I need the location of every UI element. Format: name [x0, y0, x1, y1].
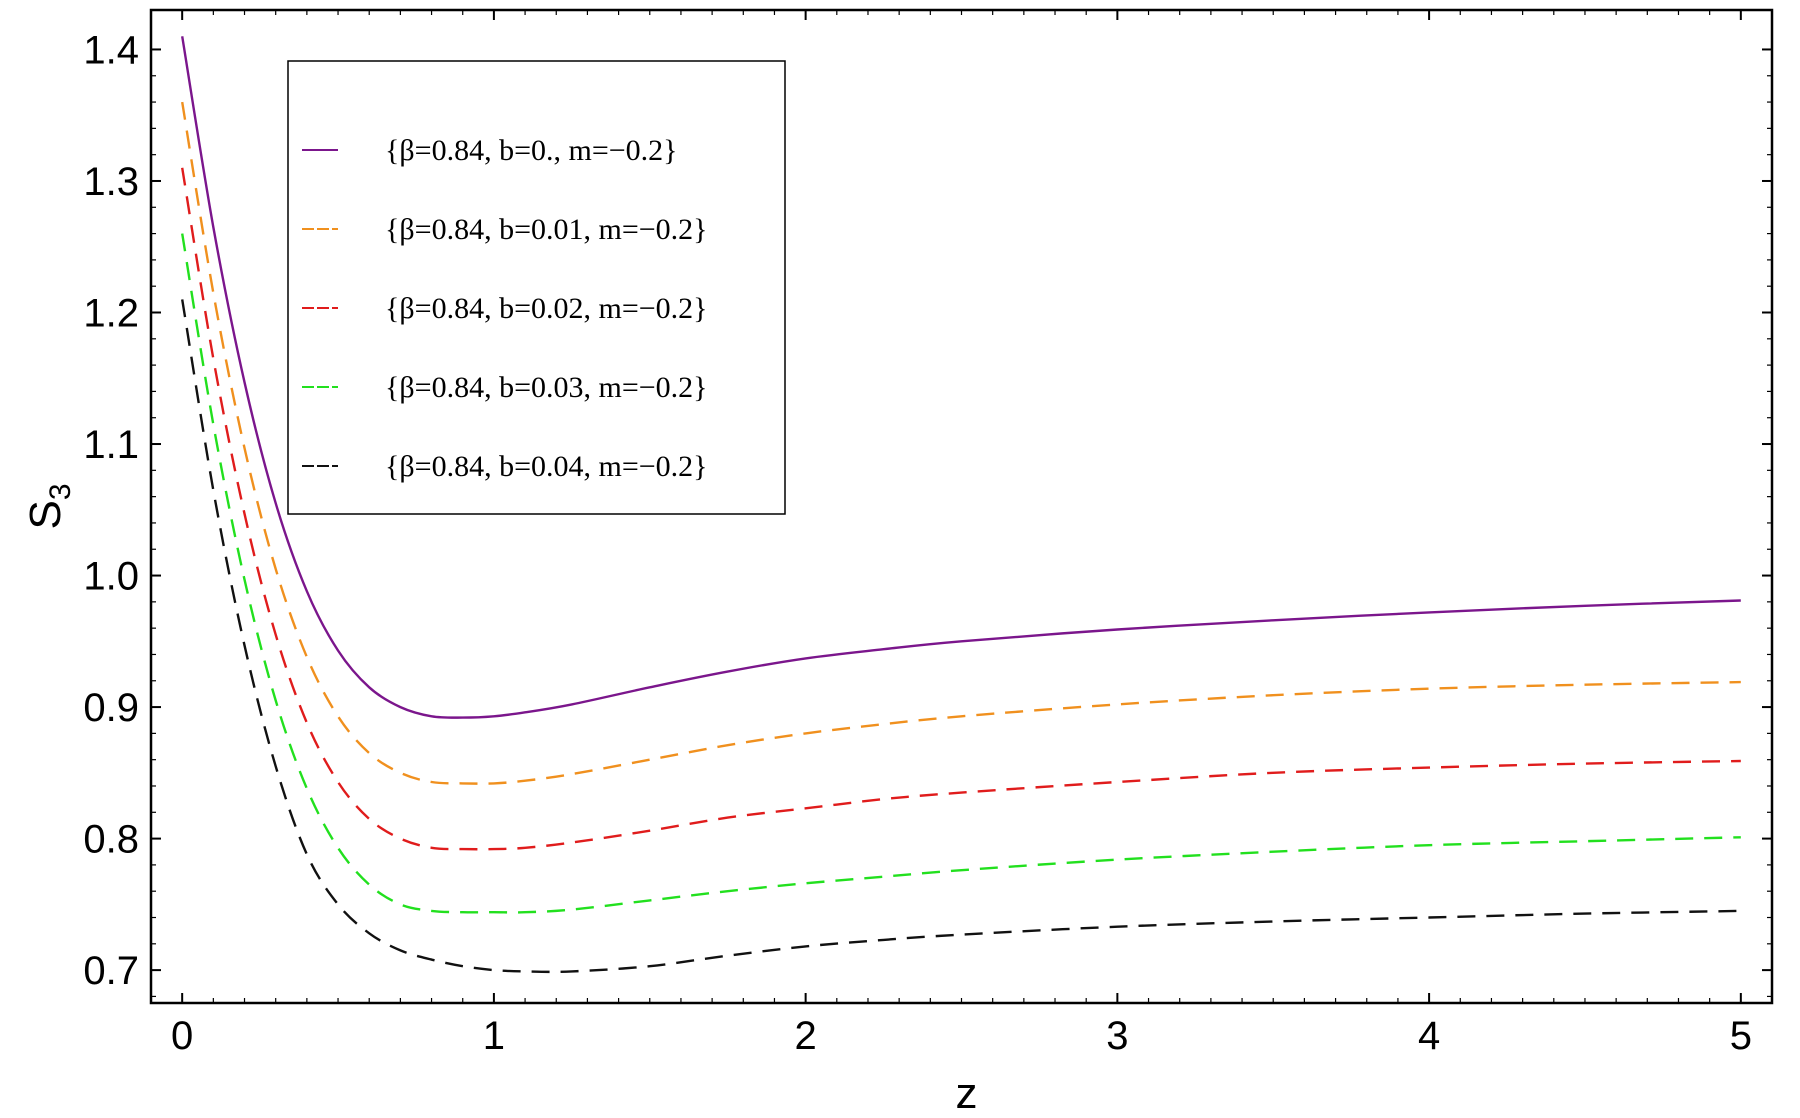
y-axis-title-subscript: 3 [44, 483, 77, 500]
legend: {β=0.84, b=0., m=−0.2} {β=0.84, b=0.01, m… [287, 60, 786, 515]
x-tick-label: 5 [1730, 1014, 1752, 1058]
x-tick-label: 3 [1106, 1014, 1128, 1058]
y-tick-label: 0.7 [83, 949, 139, 993]
y-tick-label: 1.3 [83, 160, 139, 204]
legend-label-4: {β=0.84, b=0.03, m=−0.2} [385, 371, 708, 404]
y-axis-title-main: S [21, 500, 70, 529]
y-tick-label: 1.2 [83, 292, 139, 336]
x-tick-label: 2 [795, 1014, 817, 1058]
x-tick-label: 1 [483, 1014, 505, 1058]
legend-label-1: {β=0.84, b=0., m=−0.2} [385, 134, 678, 167]
y-tick-label: 1.4 [83, 28, 139, 72]
series-line-3 [181, 167, 1741, 851]
series-line-1 [181, 36, 1741, 719]
series-line-2 [181, 101, 1741, 785]
x-axis-title: z [956, 1069, 978, 1118]
legend-box [287, 60, 786, 515]
y-tick-label: 0.9 [83, 686, 139, 730]
series-line-4 [181, 233, 1741, 914]
series-line-5 [181, 299, 1741, 974]
legend-label-3: {β=0.84, b=0.02, m=−0.2} [385, 292, 708, 325]
legend-label-2: {β=0.84, b=0.01, m=−0.2} [385, 213, 708, 246]
legend-label-5: {β=0.84, b=0.04, m=−0.2} [385, 450, 708, 483]
x-tick-label: 4 [1418, 1014, 1440, 1058]
y-tick-label: 1.0 [83, 555, 139, 599]
x-tick-label: 0 [171, 1014, 193, 1058]
y-tick-label: 0.8 [83, 818, 139, 862]
ticks-layer: 0 1 2 3 4 5 0.7 0.8 0.9 1.0 1.1 1.2 1.3 1.4 [83, 10, 1772, 1058]
y-axis-title: S3 [21, 483, 77, 529]
series-layer [181, 36, 1741, 974]
y-tick-label: 1.1 [83, 423, 139, 467]
